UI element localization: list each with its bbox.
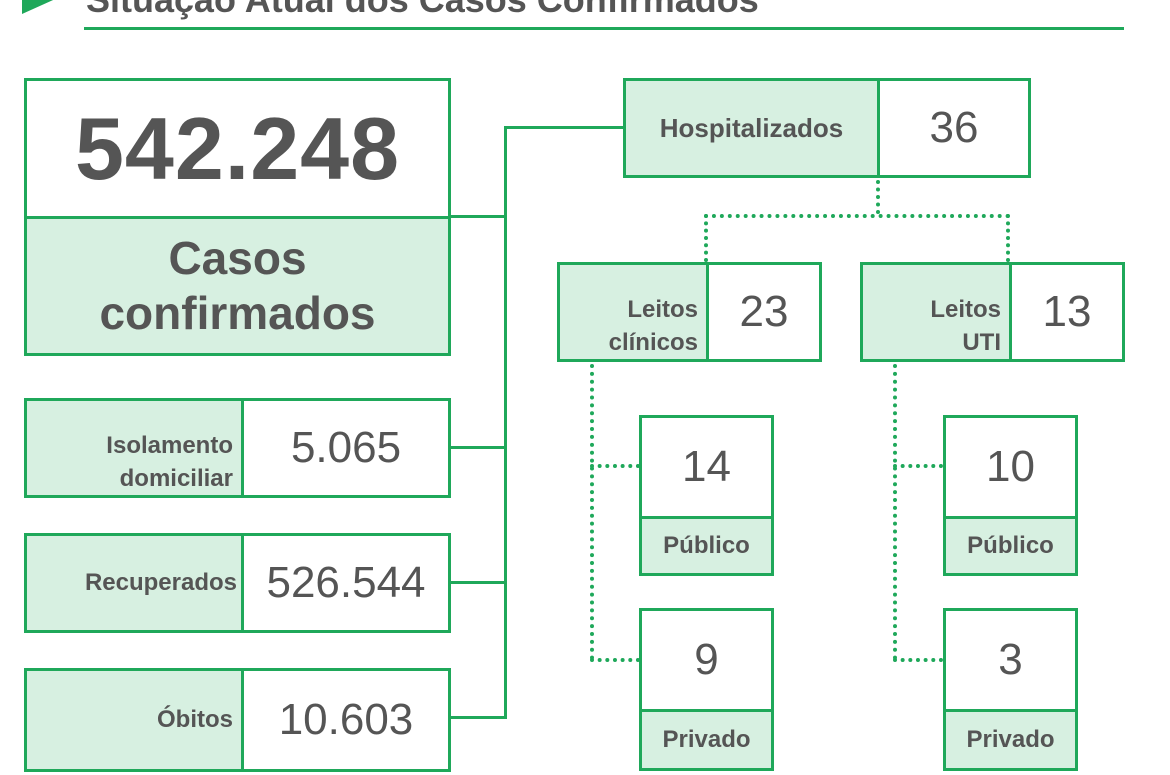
confirmed-label-box: Casos confirmados — [24, 216, 451, 356]
clinical-beds-label-line2: clínicos — [608, 328, 698, 356]
dotted-connector-icu-down — [893, 364, 897, 660]
recovered-label: Recuperados — [84, 568, 237, 596]
isolation-value: 5.065 — [290, 423, 402, 472]
connector-to-hospitalized — [504, 126, 626, 129]
confirmed-value-box: 542.248 — [24, 78, 451, 219]
clinical-beds-label-line1: Leitos — [627, 296, 698, 324]
dotted-connector-to-icu — [1006, 214, 1010, 262]
trunk-connector — [504, 126, 507, 719]
icu-beds-label-line2: UTI — [962, 328, 1001, 356]
dotted-connector-beds-horizontal — [704, 214, 1010, 218]
connector-from-isolation — [451, 446, 507, 449]
dotted-connector-clinical-down — [590, 364, 594, 660]
hospitalized-value: 36 — [929, 103, 979, 152]
isolation-label-line1: Isolamento — [106, 432, 233, 460]
connector-from-recovered — [451, 581, 507, 584]
icu-private-value-box: 3 — [943, 608, 1078, 712]
icu-public-value-box: 10 — [943, 415, 1078, 519]
clinical-private-value: 9 — [694, 635, 719, 684]
deaths-label: Óbitos — [157, 705, 233, 733]
clinical-beds-label-box: Leitos clínicos — [557, 262, 709, 362]
icu-private-label: Privado — [966, 726, 1055, 753]
icu-public-label-box: Público — [943, 516, 1078, 576]
dotted-connector-icu-public — [893, 464, 943, 468]
clinical-private-value-box: 9 — [639, 608, 774, 712]
hospitalized-label-box: Hospitalizados — [623, 78, 880, 178]
header-arrow-icon — [22, 0, 62, 14]
dotted-connector-icu-private — [893, 658, 943, 662]
recovered-label-box: Recuperados — [24, 533, 244, 633]
dotted-connector-clinical-private — [590, 658, 640, 662]
hospitalized-value-box: 36 — [877, 78, 1031, 178]
dotted-connector-to-clinical — [704, 214, 708, 262]
clinical-public-label-box: Público — [639, 516, 774, 576]
deaths-value-box: 10.603 — [241, 668, 451, 772]
icu-public-value: 10 — [986, 442, 1035, 491]
icu-beds-value: 13 — [1042, 287, 1092, 336]
confirmed-value: 542.248 — [74, 98, 401, 198]
header-divider — [84, 27, 1124, 30]
clinical-public-value-box: 14 — [639, 415, 774, 519]
recovered-value: 526.544 — [266, 558, 426, 607]
confirmed-label-line2: confirmados — [99, 287, 376, 339]
icu-private-label-box: Privado — [943, 709, 1078, 771]
connector-from-confirmed — [451, 215, 507, 218]
icu-beds-label-box: Leitos UTI — [860, 262, 1012, 362]
dotted-connector-clinical-public — [590, 464, 640, 468]
clinical-public-label: Público — [663, 532, 750, 559]
isolation-label-box: Isolamento domiciliar — [24, 398, 244, 498]
confirmed-label-line1: Casos — [168, 231, 307, 284]
page-title: Situação Atual dos Casos Confirmados — [86, 0, 759, 20]
icu-private-value: 3 — [998, 635, 1023, 684]
hospitalized-label: Hospitalizados — [659, 112, 844, 143]
icu-beds-label-line1: Leitos — [930, 296, 1001, 324]
connector-from-deaths — [451, 716, 507, 719]
isolation-label-line2: domiciliar — [119, 464, 233, 492]
isolation-value-box: 5.065 — [241, 398, 451, 498]
deaths-value: 10.603 — [278, 695, 414, 744]
deaths-label-box: Óbitos — [24, 668, 244, 772]
clinical-beds-value: 23 — [739, 287, 789, 336]
icu-beds-value-box: 13 — [1009, 262, 1125, 362]
clinical-private-label: Privado — [662, 726, 751, 753]
clinical-public-value: 14 — [682, 442, 731, 491]
recovered-value-box: 526.544 — [241, 533, 451, 633]
icu-public-label: Público — [967, 532, 1054, 559]
clinical-beds-value-box: 23 — [706, 262, 822, 362]
clinical-private-label-box: Privado — [639, 709, 774, 771]
dotted-connector-hospitalized-down — [876, 180, 880, 214]
